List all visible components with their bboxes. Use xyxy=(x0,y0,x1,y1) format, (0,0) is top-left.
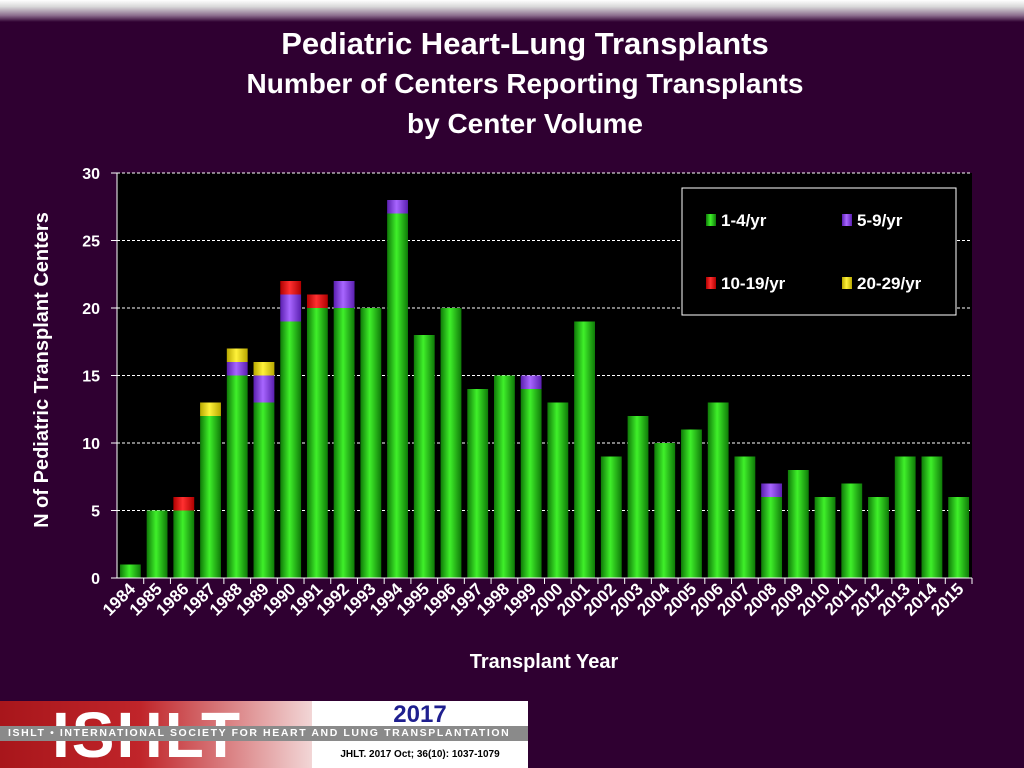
y-tick-label: 25 xyxy=(82,234,100,251)
legend-label: 20-29/yr xyxy=(857,274,922,293)
bar-segment-1-4-per-yr xyxy=(226,375,248,578)
bar-segment-1-4-per-yr xyxy=(574,321,595,578)
footer: ISHLT 2017 ISHLT • INTERNATIONAL SOCIETY… xyxy=(0,701,1024,768)
bar-segment-1-4-per-yr xyxy=(948,497,970,578)
bar-segment-1-4-per-yr xyxy=(734,456,756,578)
legend: 1-4/yr 5-9/yr 10-19/yr 20-29/yr xyxy=(681,187,957,316)
bar-segment-5-9-per-yr xyxy=(520,375,542,389)
legend-swatch xyxy=(842,214,852,226)
bar-segment-5-9-per-yr xyxy=(253,375,275,403)
bar-segment-1-4-per-yr xyxy=(654,443,676,578)
bars xyxy=(119,200,970,578)
bar-segment-1-4-per-yr xyxy=(360,308,382,578)
legend-label: 5-9/yr xyxy=(857,211,903,230)
bar-segment-10-19-per-yr xyxy=(173,497,195,511)
top-sheen xyxy=(0,0,1024,22)
bar-segment-1-4-per-yr xyxy=(173,510,195,578)
y-tick-label: 30 xyxy=(82,166,100,183)
bar-segment-1-4-per-yr xyxy=(467,389,489,578)
page-subtitle-line1: Number of Centers Reporting Transplants xyxy=(246,68,804,99)
bar-segment-1-4-per-yr xyxy=(600,456,622,578)
bar-segment-1-4-per-yr xyxy=(200,416,221,578)
bar-segment-1-4-per-yr xyxy=(921,456,943,578)
bar-segment-1-4-per-yr xyxy=(253,402,275,578)
bar-segment-1-4-per-yr xyxy=(146,510,168,578)
bar-segment-1-4-per-yr xyxy=(333,308,355,578)
bar-segment-1-4-per-yr xyxy=(787,470,809,578)
y-tick-label: 10 xyxy=(82,436,100,453)
bar-segment-1-4-per-yr xyxy=(280,321,302,578)
bar-segment-20-29-per-yr xyxy=(253,362,275,376)
y-tick-label: 5 xyxy=(91,504,100,521)
x-axis-title: Transplant Year xyxy=(470,651,619,673)
bar-segment-1-4-per-yr xyxy=(814,497,836,578)
legend-swatch xyxy=(706,214,716,226)
bar-segment-1-4-per-yr xyxy=(894,456,916,578)
bar-segment-1-4-per-yr xyxy=(627,416,649,578)
y-tick-label: 20 xyxy=(82,301,100,318)
bar-segment-1-4-per-yr xyxy=(868,497,889,578)
bar-segment-20-29-per-yr xyxy=(200,402,221,416)
bar-segment-5-9-per-yr xyxy=(387,200,408,214)
bar-segment-10-19-per-yr xyxy=(306,294,328,308)
bar-segment-20-29-per-yr xyxy=(226,348,248,362)
y-axis-title: N of Pediatric Transplant Centers xyxy=(31,212,53,528)
bar-segment-1-4-per-yr xyxy=(761,497,783,578)
bar-segment-1-4-per-yr xyxy=(547,402,569,578)
report-year: 2017 xyxy=(393,701,447,728)
stacked-bar-chart: 0510152025301984198519861987198819891990… xyxy=(31,166,973,673)
bar-segment-5-9-per-yr xyxy=(280,294,302,322)
bar-segment-1-4-per-yr xyxy=(707,402,729,578)
bar-segment-5-9-per-yr xyxy=(226,362,248,376)
bar-segment-1-4-per-yr xyxy=(387,213,408,578)
bar-segment-1-4-per-yr xyxy=(440,308,462,578)
slide-titles: Pediatric Heart-Lung Transplants Number … xyxy=(0,24,1024,144)
legend-box xyxy=(681,187,957,316)
bar-segment-1-4-per-yr xyxy=(520,389,542,578)
y-tick-label: 0 xyxy=(91,571,100,588)
legend-label: 10-19/yr xyxy=(721,274,786,293)
citation: JHLT. 2017 Oct; 36(10): 1037-1079 xyxy=(340,749,500,760)
bar-segment-1-4-per-yr xyxy=(494,375,515,578)
page-subtitle-line2: by Center Volume xyxy=(407,108,643,139)
org-name-strip: ISHLT • INTERNATIONAL SOCIETY FOR HEART … xyxy=(0,726,528,741)
legend-swatch xyxy=(842,277,852,289)
bar-segment-10-19-per-yr xyxy=(280,281,302,295)
bar-segment-1-4-per-yr xyxy=(841,483,863,578)
bar-segment-1-4-per-yr xyxy=(306,308,328,578)
page-title: Pediatric Heart-Lung Transplants xyxy=(281,26,769,61)
bar-segment-1-4-per-yr xyxy=(413,335,435,578)
bar-segment-1-4-per-yr xyxy=(681,429,702,578)
bar-segment-5-9-per-yr xyxy=(333,281,355,308)
bar-segment-5-9-per-yr xyxy=(761,483,783,497)
legend-swatch xyxy=(706,277,716,289)
legend-label: 1-4/yr xyxy=(721,211,767,230)
bar-segment-1-4-per-yr xyxy=(119,564,141,578)
y-tick-label: 15 xyxy=(82,369,100,386)
